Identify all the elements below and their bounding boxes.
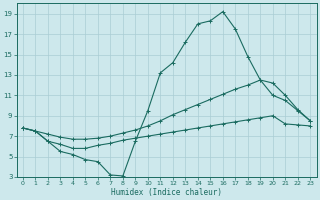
X-axis label: Humidex (Indice chaleur): Humidex (Indice chaleur) [111, 188, 222, 197]
